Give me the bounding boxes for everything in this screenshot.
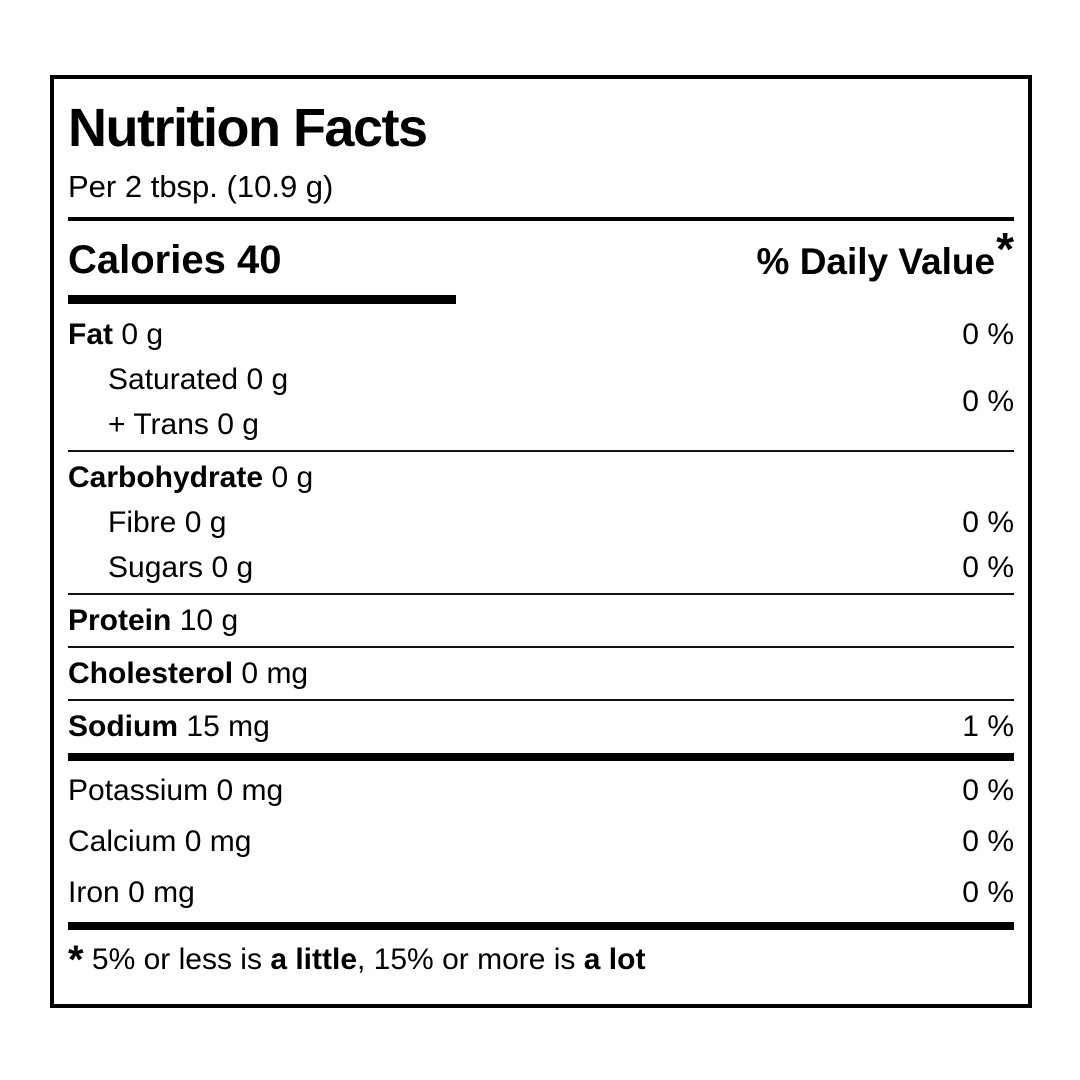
- calories-label: Calories: [68, 238, 226, 283]
- saturated-amount: 0 g: [246, 362, 289, 396]
- nutrient-row-sodium: Sodium 15 mg 1 %: [68, 704, 1014, 749]
- footnote-bold-a-little: a little: [270, 943, 358, 977]
- nutrient-row-saturated: Saturated 0 g: [68, 357, 1014, 402]
- nutrient-row-sugars: Sugars 0 g 0 %: [68, 545, 1014, 590]
- footnote: * 5% or less is a little, 15% or more is…: [68, 938, 1014, 983]
- iron-label: Iron: [68, 875, 120, 909]
- nutrient-row-carbohydrate: Carbohydrate 0 g: [68, 455, 1014, 500]
- nutrient-row-cholesterol: Cholesterol 0 mg: [68, 651, 1014, 696]
- divider-thin: [68, 450, 1014, 453]
- calories: Calories 40: [68, 237, 282, 283]
- fat-amount: 0 g: [121, 317, 164, 351]
- serving-size: Per 2 tbsp. (10.9 g): [68, 169, 334, 204]
- nutrient-row-potassium: Potassium 0 mg 0 %: [68, 765, 1014, 816]
- daily-value-asterisk: *: [996, 222, 1014, 275]
- nutrient-row-trans: + Trans 0 g: [68, 402, 1014, 447]
- nutrition-facts-label: Nutrition Facts Per 2 tbsp. (10.9 g) Cal…: [50, 75, 1032, 1008]
- protein-label: Protein: [68, 603, 172, 637]
- calories-value: 40: [237, 238, 282, 283]
- divider-thin: [68, 646, 1014, 649]
- daily-value-header: % Daily Value*: [756, 223, 1014, 284]
- carbohydrate-amount: 0 g: [271, 460, 314, 494]
- nutrient-row-fat: Fat 0 g 0 %: [68, 312, 1014, 357]
- footnote-text-1: 5% or less is: [83, 943, 271, 977]
- fat-daily-value: 0 %: [962, 317, 1014, 351]
- cholesterol-label: Cholesterol: [68, 656, 234, 690]
- calcium-label: Calcium: [68, 824, 177, 858]
- fibre-amount: 0 g: [184, 505, 227, 539]
- divider-thick-bottom: [68, 922, 1014, 931]
- footnote-text-2: , 15% or more is: [357, 943, 584, 977]
- fat-label: Fat: [68, 317, 113, 351]
- cholesterol-amount: 0 mg: [241, 656, 309, 690]
- divider-medium-top: [68, 216, 1014, 221]
- potassium-amount: 0 mg: [216, 773, 284, 807]
- sodium-daily-value: 1 %: [962, 709, 1014, 743]
- nutrient-rows: Fat 0 g 0 % Saturated 0 g + Trans 0 g 0 % C…: [68, 304, 1014, 983]
- saturated-trans-daily-value: 0 %: [962, 385, 1014, 419]
- label-title: Nutrition Facts: [68, 98, 428, 158]
- calcium-amount: 0 mg: [184, 824, 252, 858]
- divider-thick: [68, 753, 1014, 762]
- footnote-bold-a-lot: a lot: [583, 943, 646, 977]
- fibre-label: Fibre: [108, 505, 177, 539]
- saturated-label: Saturated: [108, 362, 239, 396]
- iron-daily-value: 0 %: [962, 875, 1014, 909]
- calories-row: Calories 40 % Daily Value*: [68, 221, 1014, 284]
- daily-value-label: % Daily Value: [756, 240, 996, 282]
- footnote-asterisk: *: [68, 938, 84, 983]
- sodium-amount: 15 mg: [186, 709, 270, 743]
- calcium-daily-value: 0 %: [962, 824, 1014, 858]
- divider-thin: [68, 593, 1014, 596]
- saturated-trans-group: Saturated 0 g + Trans 0 g 0 %: [68, 357, 1014, 447]
- sugars-daily-value: 0 %: [962, 550, 1014, 584]
- sugars-amount: 0 g: [211, 550, 254, 584]
- iron-amount: 0 mg: [128, 875, 195, 909]
- divider-thin: [68, 699, 1014, 702]
- sodium-label: Sodium: [68, 709, 178, 743]
- fibre-daily-value: 0 %: [962, 505, 1014, 539]
- carbohydrate-label: Carbohydrate: [68, 460, 264, 494]
- potassium-label: Potassium: [68, 773, 209, 807]
- nutrient-row-protein: Protein 10 g: [68, 598, 1014, 643]
- nutrient-row-iron: Iron 0 mg 0 %: [68, 867, 1014, 918]
- potassium-daily-value: 0 %: [962, 773, 1014, 807]
- protein-amount: 10 g: [179, 603, 239, 637]
- trans-amount: 0 g: [217, 407, 259, 441]
- sugars-label: Sugars: [108, 550, 204, 584]
- calories-underline-bar: [68, 295, 456, 305]
- trans-label: + Trans: [108, 407, 209, 441]
- nutrient-row-fibre: Fibre 0 g 0 %: [68, 500, 1014, 545]
- nutrient-row-calcium: Calcium 0 mg 0 %: [68, 816, 1014, 867]
